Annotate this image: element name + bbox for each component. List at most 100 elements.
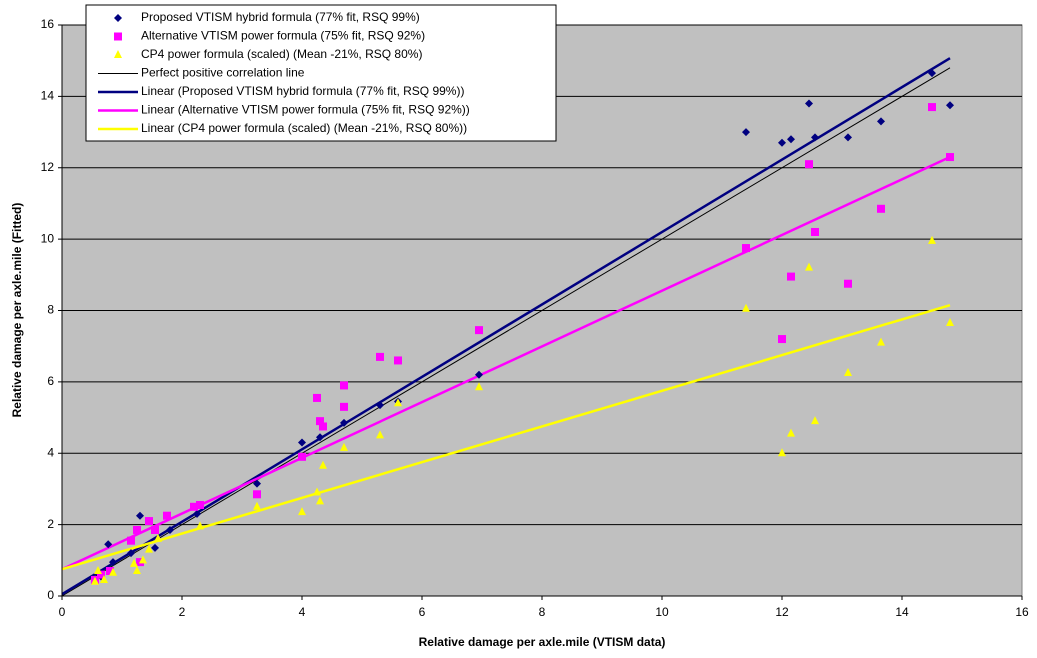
y-tick-label: 4 (47, 445, 54, 459)
marker (877, 117, 885, 126)
y-tick-label: 16 (41, 17, 55, 31)
marker (91, 576, 99, 585)
marker (253, 490, 261, 499)
legend-label: Linear (Proposed VTISM hybrid formula (7… (141, 84, 464, 98)
marker (114, 50, 122, 58)
marker (94, 566, 102, 575)
marker (127, 536, 135, 545)
marker (104, 540, 113, 549)
marker (313, 487, 321, 496)
x-tick-label: 0 (59, 605, 66, 619)
y-tick-label: 2 (47, 517, 54, 531)
marker (196, 521, 204, 530)
marker (805, 262, 813, 271)
marker (139, 555, 147, 564)
marker (298, 438, 306, 447)
marker (844, 133, 852, 142)
x-tick-label: 2 (179, 605, 186, 619)
marker (787, 135, 795, 144)
legend-label: Linear (Alternative VTISM power formula … (141, 103, 470, 117)
marker (319, 422, 327, 431)
marker (340, 442, 348, 451)
marker (844, 367, 852, 376)
marker (394, 398, 402, 407)
y-axis-title: Relative damage per axle.mile (Fitted) (10, 203, 24, 418)
legend-label: Proposed VTISM hybrid formula (77% fit, … (141, 10, 420, 24)
marker (475, 382, 483, 391)
marker (844, 279, 852, 288)
marker (151, 543, 159, 552)
marker (928, 69, 936, 78)
legend-label: CP4 power formula (scaled) (Mean -21%, R… (141, 47, 422, 61)
marker (163, 511, 171, 520)
marker (946, 153, 954, 162)
marker (154, 533, 162, 542)
marker (151, 525, 159, 534)
y-tick-label: 8 (47, 303, 54, 317)
marker (127, 549, 135, 558)
marker (394, 356, 402, 365)
marker (811, 416, 819, 425)
marker (100, 574, 108, 583)
marker (805, 99, 813, 108)
marker (145, 544, 153, 553)
x-tick-label: 14 (895, 605, 909, 619)
marker (787, 428, 795, 437)
marker (811, 227, 819, 236)
legend-box (85, 4, 557, 142)
legend-label: Alternative VTISM power formula (75% fit… (141, 29, 425, 43)
marker (316, 496, 324, 505)
marker (928, 235, 936, 244)
marker (97, 570, 105, 579)
x-tick-label: 4 (299, 605, 306, 619)
marker (114, 14, 122, 22)
marker (475, 326, 483, 335)
x-axis-title: Relative damage per axle.mile (VTISM dat… (419, 635, 666, 649)
marker (742, 303, 750, 312)
marker (253, 479, 261, 488)
x-tick-label: 16 (1015, 605, 1029, 619)
marker (811, 133, 819, 142)
marker (313, 393, 321, 402)
marker (316, 417, 324, 426)
marker (742, 128, 750, 137)
marker (130, 558, 138, 567)
marker (193, 509, 201, 518)
marker (877, 337, 885, 346)
marker (253, 501, 261, 510)
trend-line (61, 303, 951, 571)
marker (778, 138, 786, 147)
marker (298, 452, 306, 461)
legend-label: Linear (CP4 power formula (scaled) (Mean… (141, 121, 467, 135)
marker (190, 502, 198, 511)
marker (877, 204, 885, 213)
y-tick-label: 6 (47, 374, 54, 388)
marker (196, 500, 204, 509)
marker (376, 401, 384, 410)
marker (340, 402, 348, 411)
x-tick-label: 8 (539, 605, 546, 619)
marker (475, 370, 483, 379)
trend-line (61, 155, 951, 571)
marker (787, 272, 795, 281)
marker (136, 511, 144, 520)
marker (805, 160, 813, 169)
x-tick-label: 12 (775, 605, 789, 619)
marker (946, 101, 954, 110)
marker (298, 507, 306, 516)
marker (316, 433, 324, 442)
y-tick-label: 12 (41, 160, 55, 174)
marker (166, 525, 174, 534)
marker (114, 32, 122, 41)
marker (376, 352, 384, 361)
marker (106, 567, 114, 576)
trend-line (61, 57, 951, 596)
marker (133, 525, 141, 534)
trend-line (61, 67, 951, 597)
x-tick-label: 10 (655, 605, 669, 619)
marker (742, 244, 750, 253)
marker (376, 430, 384, 439)
x-tick-label: 6 (419, 605, 426, 619)
legend-label: Perfect positive correlation line (141, 66, 305, 80)
